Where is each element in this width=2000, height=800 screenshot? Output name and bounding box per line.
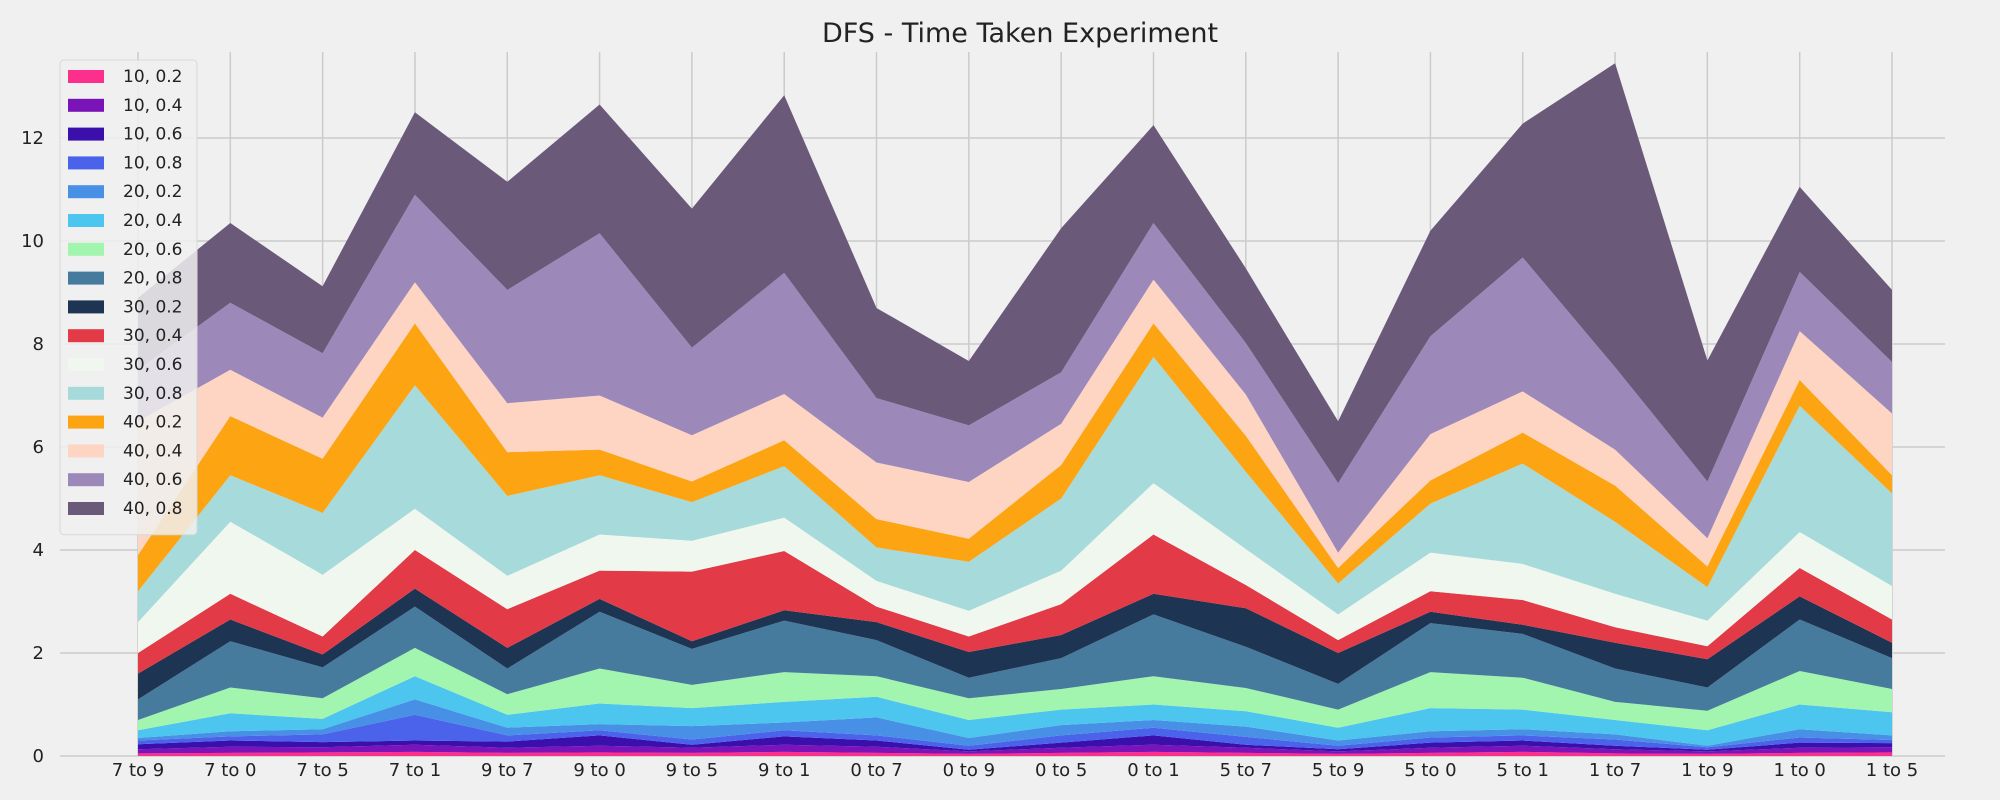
legend-label: 40, 0.8 (123, 499, 182, 519)
x-tick-label: 0 to 7 (850, 760, 902, 781)
legend-swatch (68, 300, 104, 314)
area-series-30-0-2 (138, 588, 1892, 700)
legend-label: 30, 0.4 (123, 326, 182, 346)
legend-swatch (68, 98, 104, 112)
area-series-30-0-6 (138, 483, 1892, 653)
x-tick-label: 5 to 7 (1220, 760, 1272, 781)
legend-swatch (68, 415, 104, 429)
area-series-40-0-6 (138, 194, 1892, 553)
x-tick-label: 0 to 1 (1127, 760, 1179, 781)
legend-swatch (68, 127, 104, 141)
x-tick-label: 5 to 9 (1312, 760, 1364, 781)
legend-label: 10, 0.4 (123, 96, 182, 116)
legend: 10, 0.2 10, 0.4 10, 0.6 10, 0.8 20, 0.2 20, 0… (59, 59, 198, 536)
x-tick-label: 5 to 1 (1497, 760, 1549, 781)
legend-label: 30, 0.2 (123, 297, 182, 317)
legend-label: 10, 0.2 (123, 67, 182, 87)
area-series-10-0-8 (138, 714, 1892, 750)
x-tick-label: 9 to 1 (758, 760, 810, 781)
legend-swatch (68, 271, 104, 285)
x-tick-label: 9 to 5 (666, 760, 718, 781)
y-tick-label: 2 (33, 643, 44, 664)
area-series-10-0-2 (138, 751, 1892, 756)
area-series-20-0-8 (138, 606, 1892, 720)
legend-label: 40, 0.2 (123, 413, 182, 433)
x-tick-label: 1 to 7 (1589, 760, 1641, 781)
x-tick-label: 1 to 0 (1773, 760, 1825, 781)
area-series-20-0-2 (138, 699, 1892, 748)
x-tick-label: 7 to 5 (296, 760, 348, 781)
area-series-20-0-4 (138, 676, 1892, 746)
y-tick-label: 0 (33, 746, 44, 767)
legend-swatch (68, 156, 104, 170)
x-tick-label: 7 to 9 (112, 760, 164, 781)
y-tick-label: 10 (21, 231, 44, 252)
area-series-40-0-8 (138, 63, 1892, 484)
area-series-layer (138, 63, 1892, 756)
area-series-40-0-2 (138, 323, 1892, 592)
legend-swatch (68, 329, 104, 343)
x-tick-label: 1 to 9 (1681, 760, 1733, 781)
legend-label: 10, 0.6 (123, 125, 182, 145)
legend-label: 30, 0.6 (123, 355, 182, 375)
legend-label: 20, 0.6 (123, 240, 182, 260)
area-series-10-0-6 (138, 735, 1892, 752)
y-axis-ticks: 0 2 4 6 8 10 12 (21, 128, 44, 767)
area-series-40-0-4 (138, 279, 1892, 568)
legend-label: 40, 0.4 (123, 441, 182, 461)
legend-swatch (68, 70, 104, 83)
legend-swatch (68, 214, 104, 227)
legend-label: 30, 0.8 (123, 384, 182, 404)
x-tick-label: 0 to 5 (1035, 760, 1087, 781)
x-tick-label: 7 to 0 (204, 760, 256, 781)
legend-swatch (68, 386, 104, 400)
y-tick-label: 4 (33, 540, 44, 561)
area-series-30-0-4 (138, 534, 1892, 674)
legend-label: 20, 0.8 (123, 269, 182, 289)
chart-title: DFS - Time Taken Experiment (822, 18, 1218, 49)
x-tick-label: 1 to 5 (1866, 760, 1918, 781)
area-series-20-0-6 (138, 647, 1892, 731)
y-tick-label: 8 (33, 334, 44, 355)
x-axis-ticks: 7 to 9 7 to 0 7 to 5 7 to 1 9 to 7 9 to 0 9 to… (112, 760, 1918, 781)
legend-swatch (68, 502, 104, 515)
x-tick-label: 9 to 7 (481, 760, 533, 781)
legend-swatch (68, 473, 104, 487)
area-series-30-0-8 (138, 356, 1892, 623)
legend-label: 10, 0.8 (123, 153, 182, 173)
area-series-10-0-4 (138, 744, 1892, 754)
x-tick-label: 9 to 0 (573, 760, 625, 781)
legend-swatch (68, 358, 104, 371)
x-tick-label: 7 to 1 (389, 760, 441, 781)
legend-swatch (68, 185, 104, 199)
legend-swatch (68, 242, 104, 256)
y-tick-label: 6 (33, 437, 44, 458)
legend-label: 40, 0.6 (123, 470, 182, 490)
y-tick-label: 12 (21, 128, 44, 149)
x-tick-label: 5 to 0 (1404, 760, 1456, 781)
legend-label: 20, 0.4 (123, 211, 182, 231)
legend-label: 20, 0.2 (123, 182, 182, 202)
x-tick-label: 0 to 9 (943, 760, 995, 781)
legend-swatch (68, 444, 104, 458)
